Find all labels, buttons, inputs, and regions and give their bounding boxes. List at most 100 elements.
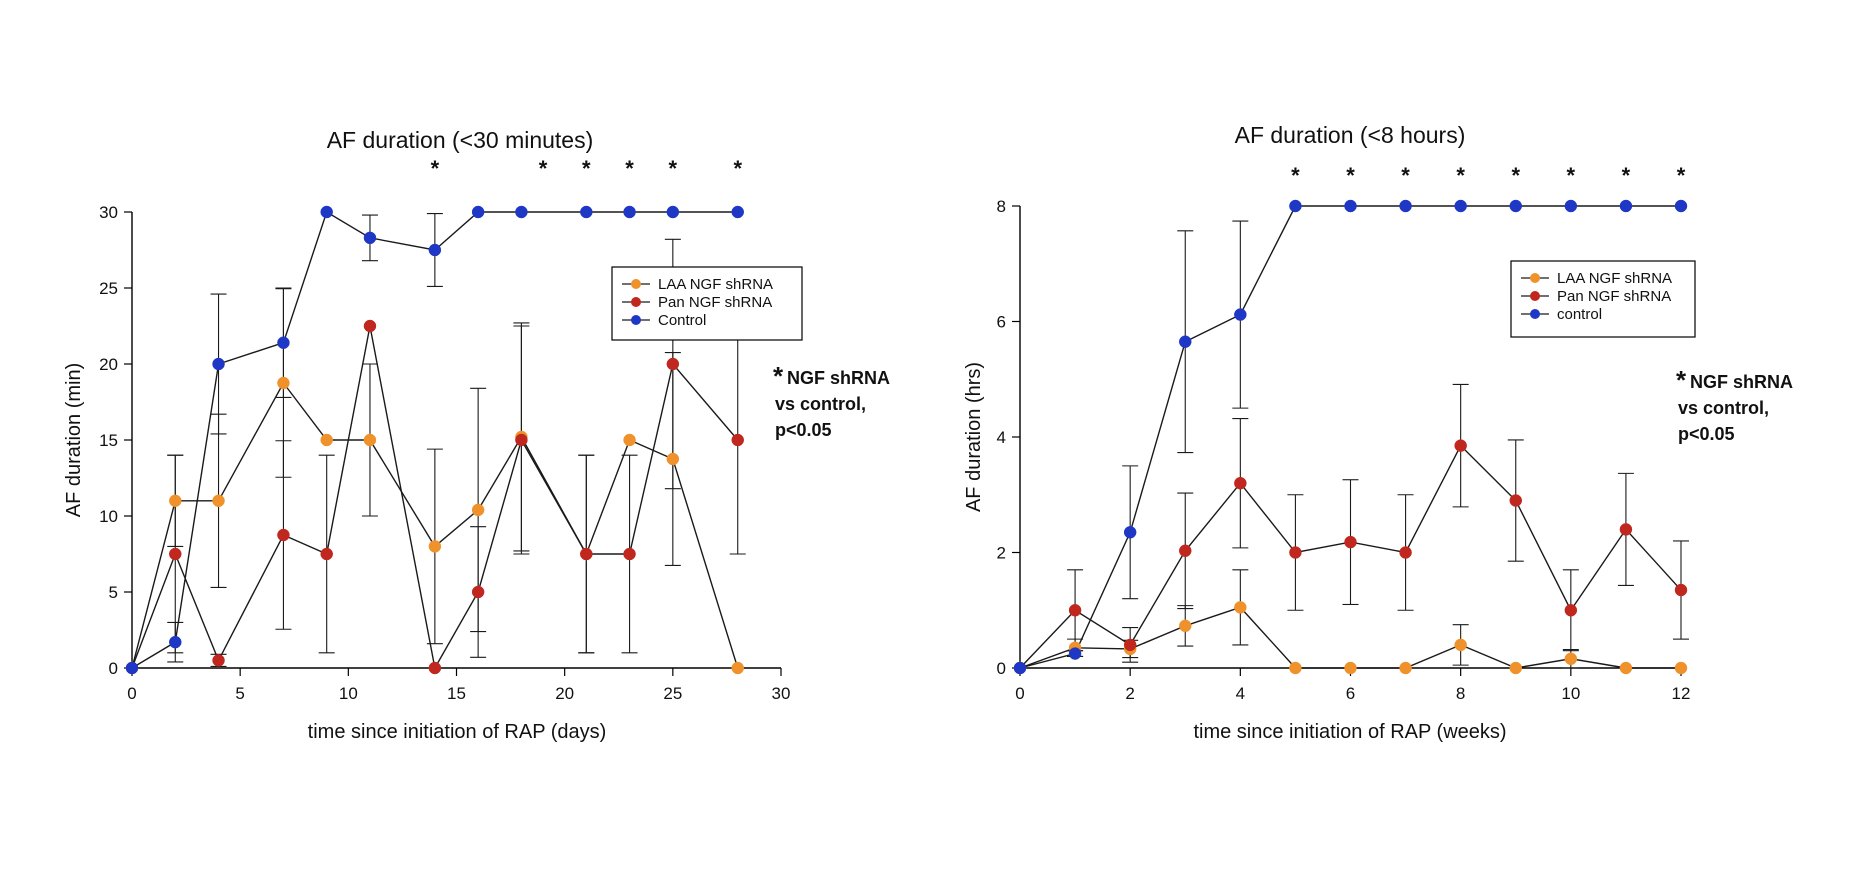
data-point [212, 494, 225, 508]
y-tick-label: 5 [109, 583, 118, 602]
significance-star: * [669, 156, 678, 181]
x-tick-label: 6 [1346, 684, 1355, 703]
data-point [363, 231, 377, 245]
x-axis-label: time since initiation of RAP (weeks) [1193, 721, 1506, 743]
annotation-text: NGF shRNA [1690, 372, 1793, 392]
legend-label: LAA NGF shRNA [1557, 270, 1672, 287]
data-point [428, 243, 442, 257]
y-tick-label: 25 [99, 279, 118, 298]
data-point [320, 205, 333, 219]
y-tick-label: 4 [997, 428, 1006, 447]
data-point [363, 433, 377, 447]
legend-marker [1530, 273, 1540, 283]
data-point [1454, 199, 1467, 213]
data-point [1344, 199, 1357, 213]
x-tick-label: 12 [1672, 684, 1691, 703]
data-point [1289, 661, 1302, 675]
legend [611, 266, 803, 341]
data-point [1344, 535, 1357, 549]
data-point [169, 494, 182, 508]
y-axis-label: AF duration (min) [63, 363, 85, 518]
data-point [1179, 544, 1192, 558]
data-point [1234, 601, 1247, 614]
data-point [1454, 439, 1467, 452]
y-tick-label: 10 [99, 507, 118, 526]
legend-label: LAA NGF shRNA [658, 276, 773, 293]
data-point [515, 205, 528, 219]
data-point [277, 336, 290, 349]
significance-star: * [1346, 163, 1355, 188]
x-tick-label: 10 [339, 684, 358, 703]
data-point [623, 205, 636, 219]
data-point [580, 547, 593, 561]
annotation-text: p<0.05 [1678, 424, 1735, 444]
x-axis-label: time since initiation of RAP (days) [308, 721, 607, 743]
chart-title: AF duration (<30 minutes) [327, 127, 594, 153]
y-tick-label: 6 [997, 313, 1006, 332]
data-point [1674, 199, 1688, 213]
x-tick-label: 15 [447, 684, 466, 703]
x-tick-label: 10 [1561, 684, 1580, 703]
y-tick-label: 30 [99, 203, 118, 222]
data-point [428, 661, 442, 675]
data-point [277, 376, 290, 390]
data-point [1509, 199, 1522, 213]
data-point [212, 357, 225, 371]
data-point [731, 433, 744, 447]
x-tick-label: 4 [1236, 684, 1245, 703]
x-tick-label: 25 [663, 684, 682, 703]
legend-label: Pan NGF shRNA [658, 294, 772, 311]
data-point [666, 357, 680, 371]
data-point [731, 661, 744, 675]
annotation-text: vs control, [1678, 398, 1769, 418]
data-point [320, 433, 333, 447]
significance-star: * [1291, 163, 1300, 188]
data-point [1399, 661, 1412, 675]
data-point [1013, 661, 1027, 675]
data-point [666, 452, 680, 466]
data-point [320, 547, 333, 561]
annotation-star: * [773, 361, 784, 391]
significance-star: * [1677, 163, 1686, 188]
chart-title: AF duration (<8 hours) [1235, 122, 1466, 148]
chart-2: AF duration (<8 hours) 0 2 4 6 8 10 12 0 2 4 6 8 time… [963, 122, 1793, 743]
data-point [666, 205, 680, 219]
legend-label: control [1557, 306, 1602, 323]
data-point [1068, 647, 1082, 660]
data-point [1454, 638, 1467, 652]
legend-marker [631, 297, 641, 307]
data-point [1123, 526, 1137, 539]
significance-star: * [1456, 163, 1465, 188]
data-point [623, 547, 636, 561]
data-point [1509, 494, 1522, 507]
data-point [1068, 604, 1082, 617]
y-axis-label: AF duration (hrs) [963, 362, 985, 512]
significance-star: * [625, 156, 634, 181]
annotation-text: NGF shRNA [787, 368, 890, 388]
data-point [623, 433, 636, 447]
data-point [169, 635, 182, 649]
data-point [1619, 661, 1633, 675]
data-point [515, 433, 528, 447]
significance-star: * [1622, 163, 1631, 188]
y-tick-label: 20 [99, 355, 118, 374]
legend-label: Pan NGF shRNA [1557, 288, 1671, 305]
significance-star: * [539, 156, 548, 181]
data-point [1674, 661, 1688, 675]
data-point [1234, 476, 1247, 490]
data-point [471, 205, 485, 219]
data-point [580, 205, 593, 219]
data-point [1674, 583, 1688, 597]
data-point [1344, 661, 1357, 675]
x-tick-label: 5 [235, 684, 244, 703]
significance-star: * [1401, 163, 1410, 188]
legend-marker [1530, 309, 1540, 319]
legend-marker [631, 279, 641, 289]
x-tick-label: 20 [555, 684, 574, 703]
data-point [1289, 546, 1302, 559]
data-point [1564, 604, 1578, 617]
data-point [1619, 523, 1633, 536]
data-point [125, 661, 139, 675]
chart-1: AF duration (<30 minutes) 0 5 10 15 20 25 30 0 5 1… [63, 127, 890, 743]
